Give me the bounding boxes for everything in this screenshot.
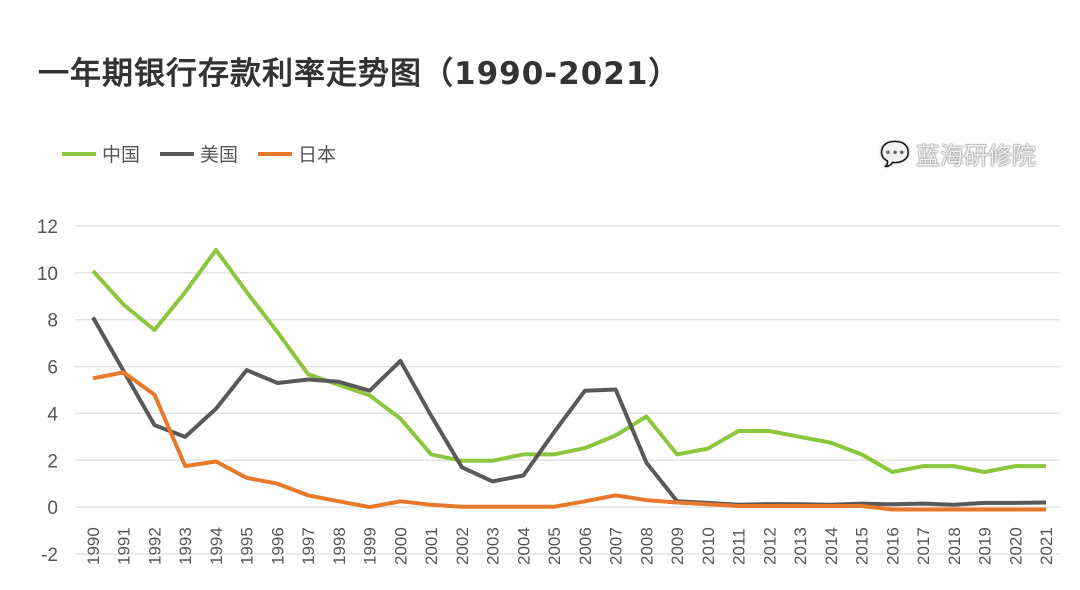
legend-label: 美国 [200, 144, 239, 166]
legend-label: 中国 [102, 144, 141, 166]
x-tick-label: 2002 [453, 527, 472, 565]
x-tick-label: 1994 [207, 527, 226, 565]
x-tick-label: 1999 [361, 527, 380, 565]
x-tick-label: 1998 [330, 527, 349, 565]
legend-swatch [160, 151, 195, 156]
x-tick-label: 1997 [299, 527, 318, 565]
x-tick-label: 2004 [514, 527, 533, 565]
x-tick-label: 2010 [699, 527, 718, 565]
x-tick-label: 1990 [84, 527, 103, 565]
series-line-japan [92, 370, 1046, 512]
y-tick-label: 4 [47, 404, 58, 425]
y-tick-label: 6 [47, 358, 58, 379]
x-tick-label: 2021 [1037, 527, 1056, 565]
watermark: 💬 蓝海研修院 [880, 136, 1036, 171]
legend-label: 日本 [298, 144, 337, 166]
x-tick-label: 1991 [115, 527, 134, 565]
x-tick-label: 1992 [145, 527, 164, 565]
y-tick-label: 0 [47, 498, 58, 519]
x-tick-label: 2007 [607, 527, 626, 565]
x-tick-label: 2017 [914, 527, 933, 565]
y-tick-label: 8 [47, 311, 58, 332]
x-tick-label: 1993 [176, 527, 195, 565]
legend-item-usa: 美国 [160, 140, 238, 167]
x-tick-label: 1995 [238, 527, 257, 565]
legend-item-china: 中国 [62, 140, 140, 167]
y-tick-label: 2 [47, 451, 58, 472]
x-tick-label: 2016 [883, 527, 902, 565]
legend: 中国 美国 日本 [62, 140, 336, 167]
x-tick-label: 2012 [760, 527, 779, 565]
y-tick-label: 12 [37, 217, 58, 238]
y-tick-label: 10 [37, 264, 58, 285]
x-tick-label: 2019 [976, 527, 995, 565]
legend-swatch [62, 151, 96, 156]
watermark-text: 蓝海研修院 [915, 142, 1036, 170]
x-tick-label: 2014 [822, 527, 841, 565]
legend-swatch [258, 151, 293, 156]
x-tick-label: 2020 [1006, 527, 1025, 565]
x-tick-label: 2013 [791, 527, 810, 565]
y-tick-label: -2 [41, 545, 58, 566]
x-tick-label: 2000 [391, 527, 410, 565]
series-line-china [91, 247, 1046, 474]
x-tick-label: 2011 [730, 528, 749, 565]
x-tick-label: 2005 [545, 527, 564, 565]
x-tick-label: 2009 [668, 527, 687, 565]
legend-item-japan: 日本 [258, 140, 336, 167]
x-tick-label: 1996 [268, 527, 287, 565]
x-tick-label: 2008 [637, 527, 656, 565]
x-tick-label: 2001 [422, 527, 441, 565]
series-line-usa [91, 316, 1047, 507]
x-tick-label: 2003 [484, 527, 503, 565]
wechat-icon: 💬 [880, 139, 910, 168]
x-tick-label: 2018 [945, 527, 964, 565]
x-tick-label: 2006 [576, 527, 595, 565]
chart-title: 一年期银行存款利率走势图（1990-2021） [38, 56, 681, 92]
x-tick-label: 2015 [853, 527, 872, 565]
